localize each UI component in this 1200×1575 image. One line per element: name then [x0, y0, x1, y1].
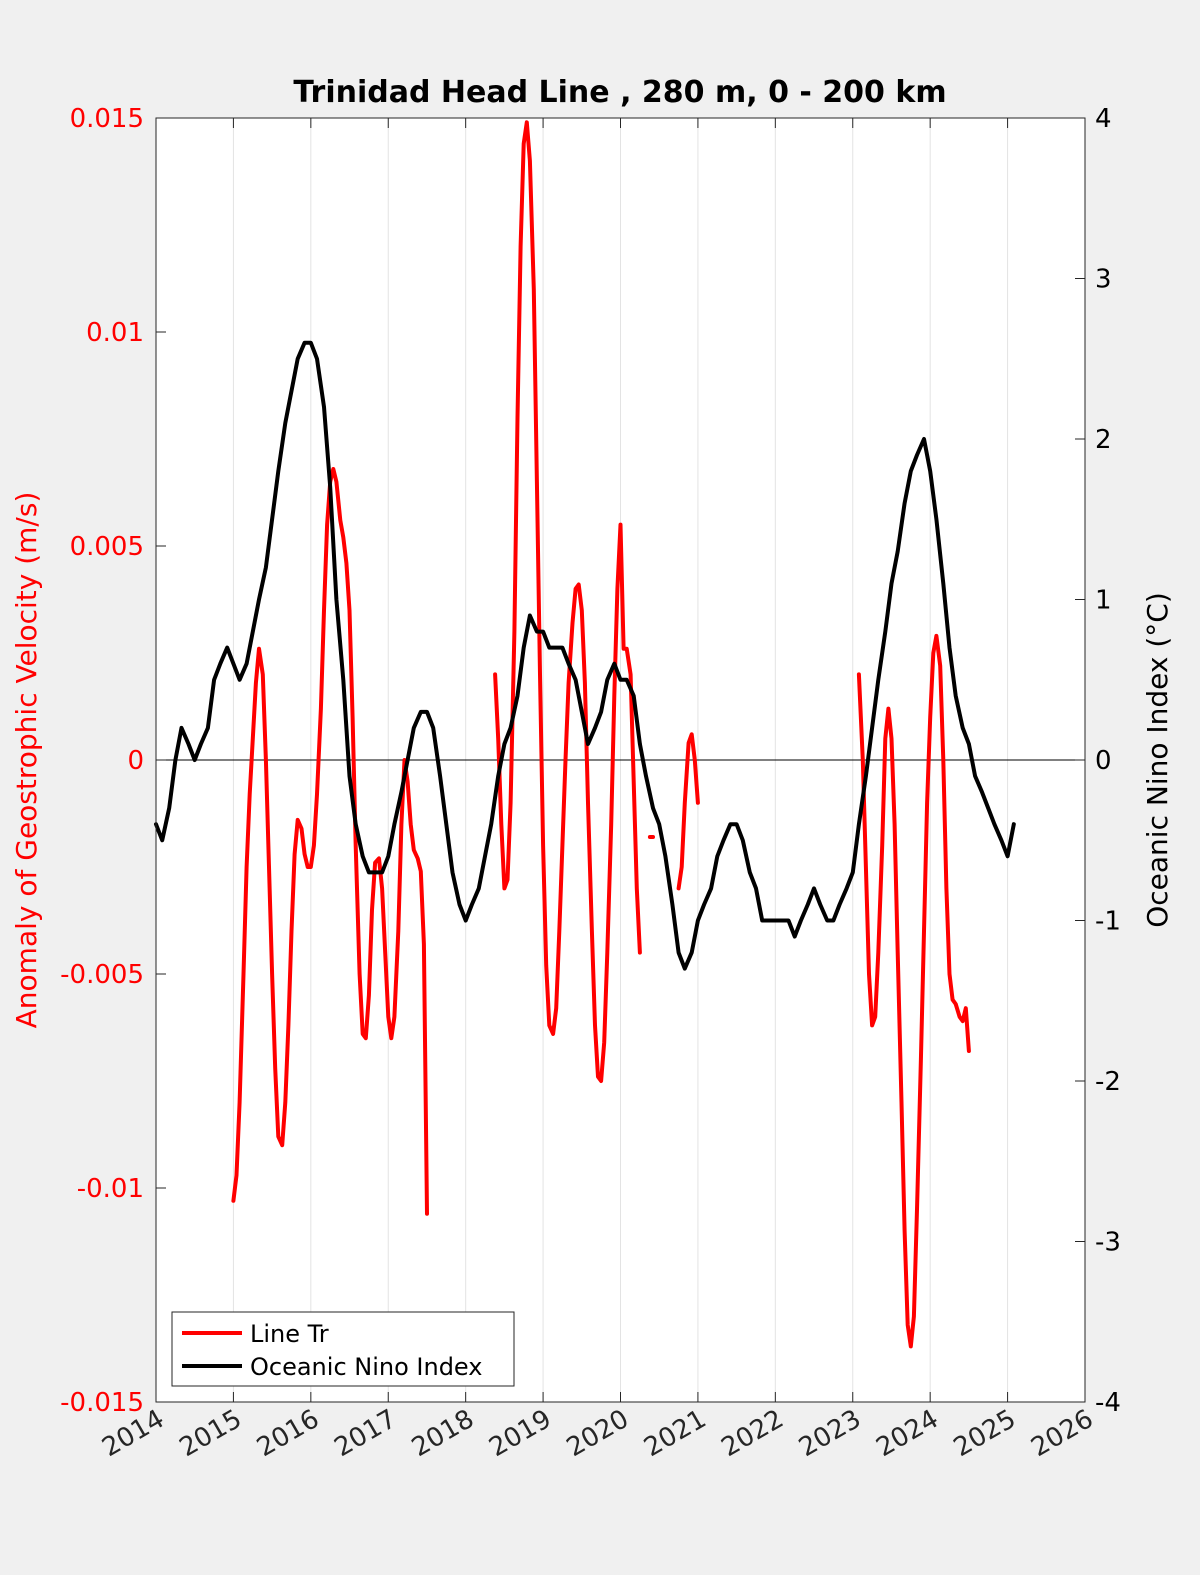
y-left-tick-label: -0.005: [60, 960, 144, 990]
series-layer: [154, 120, 1016, 1349]
y-left-axis-label: Anomaly of Geostrophic Velocity (m/s): [10, 492, 43, 1029]
y-right-tick-label: -1: [1095, 907, 1121, 937]
y-right-tick-labels: -4 -3 -2 -1 0 1 2 3 4: [1095, 104, 1121, 1418]
y-left-tick-label: 0.005: [70, 532, 144, 562]
y-left-tick-label: 0.01: [86, 318, 144, 348]
chart-title: Trinidad Head Line , 280 m, 0 - 200 km: [293, 75, 946, 110]
y-right-tick-label: 3: [1095, 265, 1112, 295]
y-right-axis-label: Oceanic Nino Index (°C): [1141, 592, 1174, 928]
legend-oni-label: Oceanic Nino Index: [250, 1353, 482, 1381]
y-right-tick-label: -4: [1095, 1388, 1121, 1418]
tick-marks: [155, 117, 1086, 1403]
y-left-tick-label: -0.015: [60, 1388, 144, 1418]
y-right-tick-label: -3: [1095, 1228, 1121, 1258]
y-left-tick-label: 0.015: [70, 104, 144, 134]
line-tr-series: [856, 633, 971, 1349]
legend-line-tr-label: Line Tr: [250, 1320, 329, 1348]
y-right-tick-label: 4: [1095, 104, 1112, 134]
y-left-tick-label: 0: [127, 746, 144, 776]
legend: Line Tr Oceanic Nino Index: [171, 1311, 515, 1387]
line-tr-series: [676, 732, 700, 891]
y-right-tick-label: -2: [1095, 1067, 1121, 1097]
oni-series: [154, 340, 1016, 971]
y-left-tick-labels: -0.015 -0.01 -0.005 0 0.005 0.01 0.015: [60, 104, 144, 1418]
y-right-tick-label: 2: [1095, 425, 1112, 455]
y-right-tick-label: 0: [1095, 746, 1112, 776]
y-left-tick-label: -0.01: [77, 1174, 144, 1204]
line-tr-series: [493, 120, 642, 1083]
y-right-tick-label: 1: [1095, 586, 1112, 616]
legend-box: [171, 1311, 515, 1387]
